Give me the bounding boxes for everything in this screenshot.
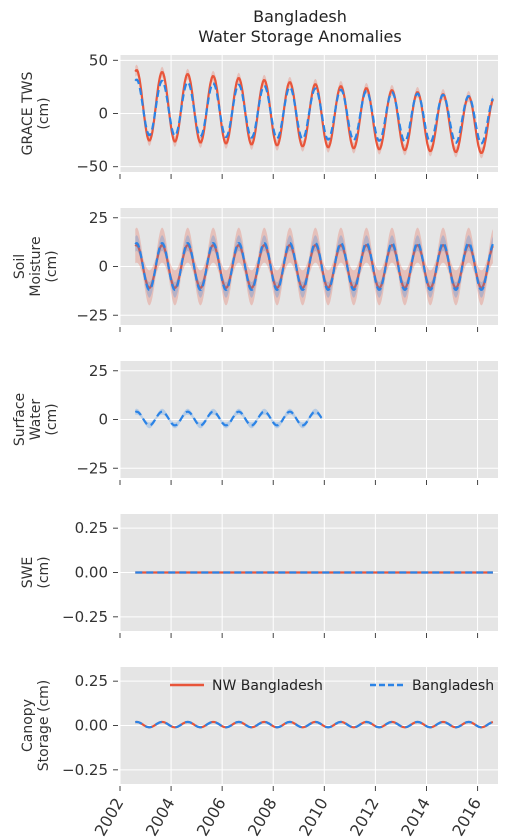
y-tick-label: −25 [76, 306, 108, 324]
panel-2: 25 0 −25 Soil Moisture (cm) [12, 208, 498, 332]
y-tick-label: 0.00 [75, 564, 108, 582]
series-line-bangladesh [134, 410, 323, 427]
y-axis-label: (cm) [36, 556, 52, 588]
x-tick-label: 2008 [244, 795, 281, 839]
y-tick-label: 0 [98, 258, 108, 276]
y-axis-label: (cm) [44, 403, 60, 435]
y-tick-label: 0 [98, 411, 108, 429]
y-axis-label: Water [28, 399, 44, 441]
y-axis-label: SWE [20, 557, 36, 589]
legend-label: Bangladesh [412, 678, 494, 694]
panel-4: 0.25 0.00 −0.25 SWE (cm) [20, 514, 498, 638]
x-tick-label: 2004 [142, 795, 179, 839]
y-axis-label: Storage (cm) [36, 680, 52, 772]
y-tick-label: 0.00 [75, 717, 108, 735]
y-axis-label: Moisture [28, 236, 44, 296]
x-tick-label: 2012 [346, 795, 383, 839]
y-tick-label: −50 [76, 158, 108, 176]
y-axis-label: Soil [12, 254, 28, 279]
x-tick-label: 2014 [397, 795, 434, 839]
y-tick-label: 25 [89, 209, 108, 227]
y-axis-label: (cm) [44, 250, 60, 282]
y-axis-label: (cm) [36, 97, 52, 129]
y-tick-label: 50 [89, 51, 108, 69]
x-tick-label: 2016 [448, 795, 485, 839]
x-tick-label: 2006 [193, 795, 230, 839]
series-line-bangladesh [134, 78, 494, 145]
chart-title-line2: Water Storage Anomalies [198, 27, 401, 46]
panel-3: 25 0 −25 Surface Water (cm) [12, 361, 498, 485]
y-axis-label: GRACE TWS [20, 72, 36, 156]
y-tick-label: −0.25 [62, 761, 108, 779]
series-line-nw-bangladesh [134, 69, 494, 154]
x-tick-label: 2010 [295, 795, 332, 839]
y-tick-label: 25 [89, 362, 108, 380]
chart-title-line1: Bangladesh [253, 7, 347, 26]
y-tick-label: 0 [98, 105, 108, 123]
legend-label: NW Bangladesh [212, 678, 323, 694]
panel-5: 0.25 0.00 −0.25 Canopy Storage (cm) NW Bangla… [20, 667, 498, 839]
y-tick-label: −25 [76, 459, 108, 477]
y-tick-label: 0.25 [75, 519, 108, 537]
y-tick-label: −0.25 [62, 608, 108, 626]
y-axis-label: Surface [12, 393, 28, 446]
y-axis-label: Canopy [20, 699, 36, 752]
uncertainty-band-bangladesh [135, 235, 493, 298]
x-tick-label: 2002 [91, 795, 128, 839]
series-line-nw-bangladesh [135, 720, 494, 729]
panel-1: 50 0 −50 GRACE TWS (cm) [20, 51, 498, 179]
y-tick-label: 0.25 [75, 672, 108, 690]
